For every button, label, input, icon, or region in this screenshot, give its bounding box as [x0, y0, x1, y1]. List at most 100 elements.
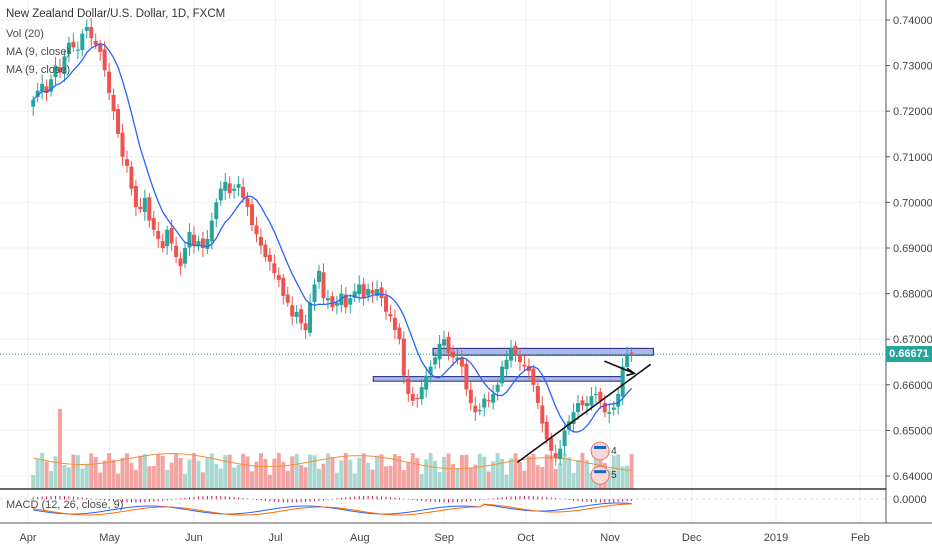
macd-histogram-bar: [287, 499, 289, 503]
time-tick-label: Jul: [268, 532, 282, 544]
candle-body: [31, 99, 36, 107]
volume-bar: [66, 467, 71, 489]
price-candles[interactable]: [31, 17, 634, 466]
volume-bar: [442, 456, 447, 489]
volume-bar: [357, 457, 362, 489]
volume-bar: [330, 457, 335, 489]
time-tick-label: Oct: [517, 532, 534, 544]
candle-body: [272, 263, 277, 274]
volume-bar: [513, 453, 518, 489]
event-badge[interactable]: 5: [590, 465, 617, 485]
macd-histogram-bar: [32, 497, 34, 500]
macd-histogram-bar: [345, 497, 347, 500]
macd-histogram-bar: [202, 496, 204, 500]
candle-body: [562, 430, 567, 447]
time-tick-label: Dec: [682, 532, 702, 544]
volume-bar: [285, 470, 290, 489]
candle-body: [89, 27, 94, 39]
macd-histogram-bar: [546, 497, 548, 500]
macd-legend[interactable]: MACD (12, 26, close, 9): [6, 499, 124, 511]
volume-bar: [562, 453, 567, 489]
volume-bar: [388, 465, 393, 489]
candle-body: [209, 220, 214, 242]
macd-histogram-bar: [264, 499, 266, 502]
macd-histogram-bar: [550, 497, 552, 500]
candle-body: [361, 284, 366, 299]
candle-body: [241, 186, 246, 198]
macd-histogram-bar: [215, 496, 217, 500]
candle-body: [379, 287, 384, 299]
macd-histogram-bar: [595, 499, 597, 503]
volume-bar: [232, 467, 237, 489]
candle-body: [245, 198, 250, 207]
volume-bar: [276, 453, 281, 489]
volume-bar: [437, 472, 442, 489]
price-tick-label: 0.74000: [893, 15, 932, 27]
candle-body: [455, 357, 460, 361]
indicator-ma-2[interactable]: MA (9, close): [6, 64, 71, 76]
support-zone: [372, 376, 624, 382]
candle-body: [35, 90, 40, 98]
macd-histogram-bar: [184, 497, 186, 500]
macd-histogram-bar: [372, 496, 374, 500]
macd-histogram-bar: [37, 496, 39, 500]
candle-body: [607, 412, 612, 414]
candle-body: [200, 238, 205, 248]
candle-body: [397, 327, 402, 340]
macd-histogram-bar: [229, 496, 231, 500]
candle-body: [107, 71, 112, 93]
candle-body: [308, 302, 313, 333]
volume-bar: [169, 462, 174, 489]
candle-body: [223, 181, 228, 191]
macd-pane: [0, 496, 886, 516]
volume-bar: [272, 458, 277, 489]
volume-bar: [62, 464, 67, 489]
volume-bar: [209, 453, 214, 489]
volume-bar: [549, 455, 554, 489]
volume-bar: [464, 454, 469, 489]
macd-histogram-bar: [68, 496, 70, 500]
macd-histogram-bar: [166, 499, 168, 501]
volume-bar: [446, 453, 451, 489]
event-badge[interactable]: 4: [590, 441, 617, 461]
volume-bar: [120, 457, 125, 489]
macd-histogram-bar: [613, 499, 615, 503]
candle-body: [267, 254, 272, 262]
ma-series-line: [32, 42, 633, 433]
event-badges[interactable]: 45: [590, 441, 617, 485]
candle-body: [285, 294, 290, 303]
volume-bar: [84, 463, 89, 489]
price-tick-label: 0.68000: [893, 289, 932, 301]
macd-histogram-bar: [193, 496, 195, 500]
macd-histogram-bar: [188, 497, 190, 500]
macd-histogram-bar: [157, 499, 159, 502]
macd-histogram-bar: [291, 499, 293, 503]
volume-bar: [392, 454, 397, 489]
volume-bar: [138, 455, 143, 489]
candle-body: [468, 389, 473, 404]
indicator-volume[interactable]: Vol (20): [6, 28, 44, 40]
volume-bar: [522, 470, 527, 489]
volume-bar: [312, 455, 317, 489]
indicator-ma-1[interactable]: MA (9, close): [6, 46, 71, 58]
macd-histogram-bar: [135, 499, 137, 503]
macd-histogram-bar: [573, 499, 575, 501]
volume-bar: [147, 466, 152, 489]
volume-bar: [410, 453, 415, 489]
volume-bar: [245, 456, 250, 489]
volume-bar: [419, 473, 424, 489]
macd-histogram-bar: [130, 499, 132, 503]
volume-bar: [214, 463, 219, 489]
macd-histogram-bar: [55, 496, 57, 500]
candle-body: [464, 363, 469, 390]
macd-histogram-bar: [479, 499, 481, 501]
volume-bar: [415, 458, 420, 489]
signal-line: [33, 503, 632, 516]
candle-body: [401, 338, 406, 376]
volume-bar: [102, 460, 107, 489]
trend-drawings[interactable]: [516, 360, 652, 463]
volume-bar: [116, 473, 121, 489]
macd-histogram-bar: [385, 496, 387, 500]
candle-body: [424, 375, 429, 390]
